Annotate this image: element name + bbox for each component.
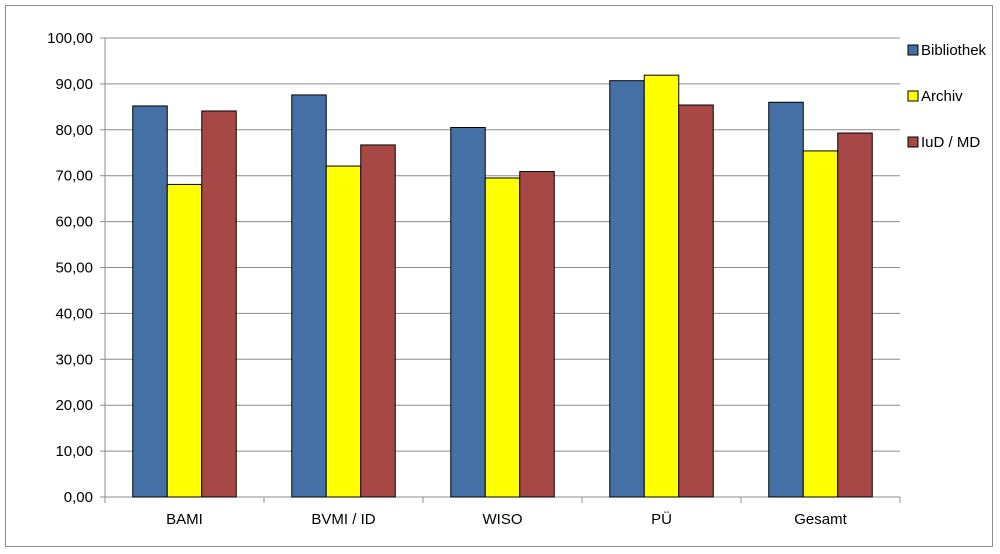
bar-bibliothek-0 bbox=[132, 105, 168, 498]
tick-labels: 0,00 10,00 20,00 30,00 40,00 50,00 60,00 70,00 8… bbox=[47, 30, 847, 528]
y-tick-label: 60,00 bbox=[55, 214, 93, 231]
x-tick-label: Gesamt bbox=[794, 511, 847, 528]
y-tick-label: 90,00 bbox=[55, 76, 93, 93]
legend-label: Bibliothek bbox=[921, 42, 987, 59]
gridlines bbox=[105, 37, 900, 452]
y-tick-label: 40,00 bbox=[55, 305, 93, 322]
legend-swatch bbox=[907, 90, 919, 102]
bar-bibliothek-4 bbox=[768, 101, 804, 498]
bar-iud-md-2 bbox=[519, 171, 555, 498]
bar-bibliothek-1 bbox=[291, 94, 327, 498]
y-tick-label: 50,00 bbox=[55, 260, 93, 277]
legend: Bibliothek Archiv IuD / MD bbox=[907, 42, 987, 151]
y-tick-label: 0,00 bbox=[64, 489, 93, 506]
bar-bibliothek-2 bbox=[450, 127, 486, 498]
x-tick-label: PÜ bbox=[651, 510, 672, 528]
x-tick-label: BVMI / ID bbox=[311, 511, 375, 528]
y-tick-label: 100,00 bbox=[47, 30, 93, 47]
y-tick-label: 30,00 bbox=[55, 351, 93, 368]
bar-archiv-2 bbox=[484, 177, 521, 498]
bar-iud-md-1 bbox=[360, 144, 396, 498]
legend-swatch bbox=[907, 44, 919, 56]
y-tick-label: 20,00 bbox=[55, 397, 93, 414]
x-tick-label: WISO bbox=[483, 511, 523, 528]
y-tick-label: 10,00 bbox=[55, 443, 93, 460]
y-tick-label: 80,00 bbox=[55, 122, 93, 139]
legend-swatch bbox=[907, 136, 919, 148]
x-tick-label: BAMI bbox=[166, 511, 203, 528]
bar-archiv-0 bbox=[166, 183, 203, 498]
bar-archiv-1 bbox=[325, 165, 362, 498]
bar-iud-md-4 bbox=[837, 132, 873, 498]
bar-iud-md-3 bbox=[678, 104, 714, 498]
bar-bibliothek-3 bbox=[609, 80, 645, 498]
bar-iud-md-0 bbox=[201, 110, 237, 498]
y-tick-label: 70,00 bbox=[55, 168, 93, 185]
legend-label: IuD / MD bbox=[921, 134, 980, 151]
bar-archiv-3 bbox=[643, 74, 680, 498]
bars bbox=[132, 74, 873, 498]
legend-label: Archiv bbox=[921, 88, 963, 105]
bar-archiv-4 bbox=[802, 150, 839, 498]
